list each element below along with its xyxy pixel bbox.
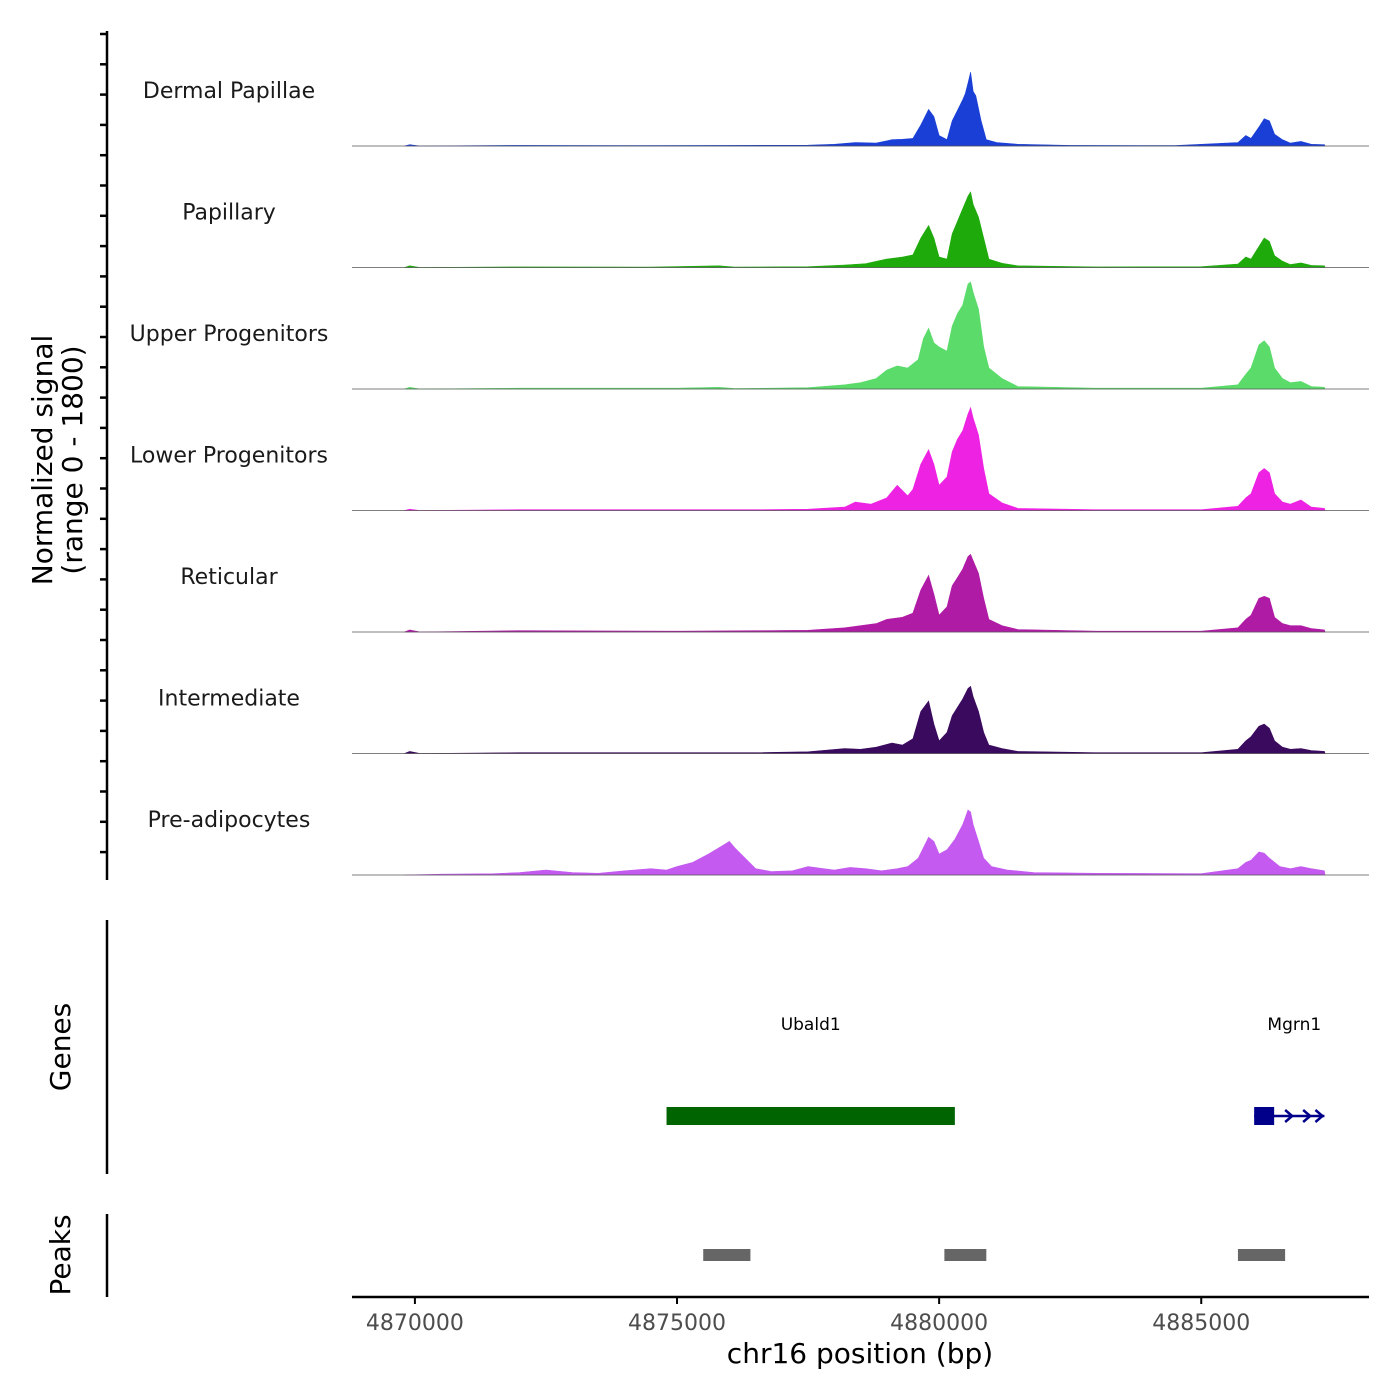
y-axis	[100, 31, 109, 880]
coverage-area-upper-progenitors	[404, 281, 1326, 390]
x-axis: 4870000 4875000 4880000 4885000	[352, 1295, 1369, 1336]
coverage-area-reticular	[404, 553, 1326, 633]
track-label-lower-progenitors: Lower Progenitors	[130, 444, 328, 469]
coverage-area-intermediate	[404, 685, 1326, 754]
peak-bar	[1237, 1249, 1286, 1261]
coverage-tracks	[352, 72, 1369, 876]
x-tick-label: 4870000	[366, 1311, 464, 1336]
y-axis-title-line2: (range 0 - 1800)	[56, 345, 89, 574]
track-label-intermediate: Intermediate	[158, 687, 300, 712]
gene-track: Ubald1 Mgrn1	[666, 1015, 1325, 1125]
track-label-pre-adipocytes: Pre-adipocytes	[148, 808, 311, 833]
coverage-area-lower-progenitors	[404, 406, 1326, 511]
x-ticks: 4870000 4875000 4880000 4885000	[366, 1297, 1250, 1336]
gene-strand-arrow	[1284, 1109, 1295, 1123]
gene-strand-arrow	[1302, 1109, 1313, 1123]
gene-strand-arrow	[1314, 1109, 1325, 1123]
coverage-area-papillary	[404, 191, 1326, 268]
track-label-upper-progenitors: Upper Progenitors	[130, 322, 329, 347]
gene-exon-mgrn1	[1254, 1107, 1275, 1125]
genes-panel-title: Genes	[44, 1003, 77, 1091]
peaks-panel-title: Peaks	[44, 1214, 77, 1295]
gene-label-mgrn1: Mgrn1	[1267, 1015, 1321, 1035]
track-labels: Dermal Papillae Papillary Upper Progenitor…	[130, 79, 329, 833]
track-label-papillary: Papillary	[182, 201, 276, 226]
x-tick-label: 4880000	[890, 1311, 988, 1336]
coverage-area-pre-adipocytes	[404, 809, 1326, 876]
x-axis-title: chr16 position (bp)	[727, 1337, 993, 1370]
y-axis-title-line1: Normalized signal	[26, 335, 59, 586]
coverage-area-dermal-papillae	[404, 72, 1326, 147]
x-tick-label: 4885000	[1152, 1311, 1250, 1336]
peak-bar	[703, 1249, 751, 1261]
peak-bar	[944, 1249, 987, 1261]
peak-track	[703, 1249, 1286, 1261]
x-tick-label: 4875000	[628, 1311, 726, 1336]
gene-label-ubald1: Ubald1	[781, 1015, 841, 1035]
track-label-dermal-papillae: Dermal Papillae	[143, 79, 315, 104]
track-label-reticular: Reticular	[180, 565, 278, 590]
gene-body-ubald1	[666, 1107, 955, 1125]
y-ticks	[100, 32, 107, 854]
